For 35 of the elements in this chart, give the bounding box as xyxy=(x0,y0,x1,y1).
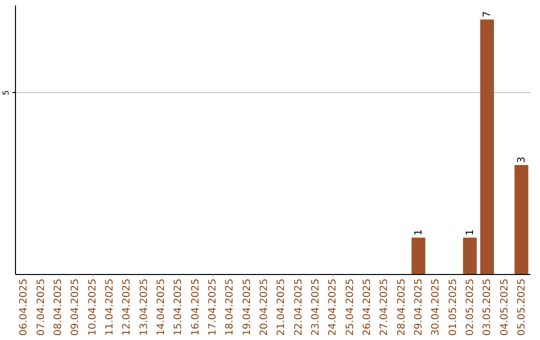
data-label: 3 xyxy=(516,156,528,163)
x-tick-label: 26.04.2025 xyxy=(362,278,373,336)
data-label: 1 xyxy=(413,229,424,236)
x-tick-label: 20.04.2025 xyxy=(258,278,270,336)
x-tick-label: 17.04.2025 xyxy=(207,278,218,336)
data-label: 1 xyxy=(464,229,476,236)
x-tick-label: 09.04.2025 xyxy=(70,278,82,336)
x-tick-label: 03.05.2025 xyxy=(482,278,494,336)
x-tick-label: 07.04.2025 xyxy=(36,278,47,336)
x-tick-label: 30.04.2025 xyxy=(430,278,442,336)
x-tick-label: 08.04.2025 xyxy=(52,278,64,336)
x-tick-label: 05.05.2025 xyxy=(516,278,528,336)
x-tick-label: 22.04.2025 xyxy=(293,278,304,336)
x-tick-label: 13.04.2025 xyxy=(138,278,150,336)
x-tick-label: 02.05.2025 xyxy=(464,278,476,336)
x-tick-label: 18.04.2025 xyxy=(224,278,236,336)
y-tick-label: 5 xyxy=(2,90,10,96)
x-tick-label: 19.04.2025 xyxy=(242,278,253,336)
x-tick-label: 15.04.2025 xyxy=(173,278,184,336)
x-tick-label: 16.04.2025 xyxy=(190,278,202,336)
x-tick-label: 11.04.2025 xyxy=(104,278,116,336)
x-tick-label: 27.04.2025 xyxy=(379,278,390,336)
x-tick-label: 01.05.2025 xyxy=(448,278,459,336)
x-tick-label: 10.04.2025 xyxy=(87,278,98,336)
x-tick-label: 24.04.2025 xyxy=(328,278,339,336)
x-tick-label: 28.04.2025 xyxy=(396,278,408,336)
x-tick-label: 21.04.2025 xyxy=(276,278,288,336)
x-tick-label: 14.04.2025 xyxy=(156,278,167,336)
x-tick-label: 04.05.2025 xyxy=(499,278,510,336)
x-tick-label: 12.04.2025 xyxy=(122,278,133,336)
x-tick-label: 29.04.2025 xyxy=(413,278,424,336)
data-label: 7 xyxy=(482,11,494,18)
x-tick-label: 06.04.2025 xyxy=(18,278,30,336)
x-tick-label: 23.04.2025 xyxy=(310,278,322,336)
x-tick-label: 25.04.2025 xyxy=(344,278,356,336)
